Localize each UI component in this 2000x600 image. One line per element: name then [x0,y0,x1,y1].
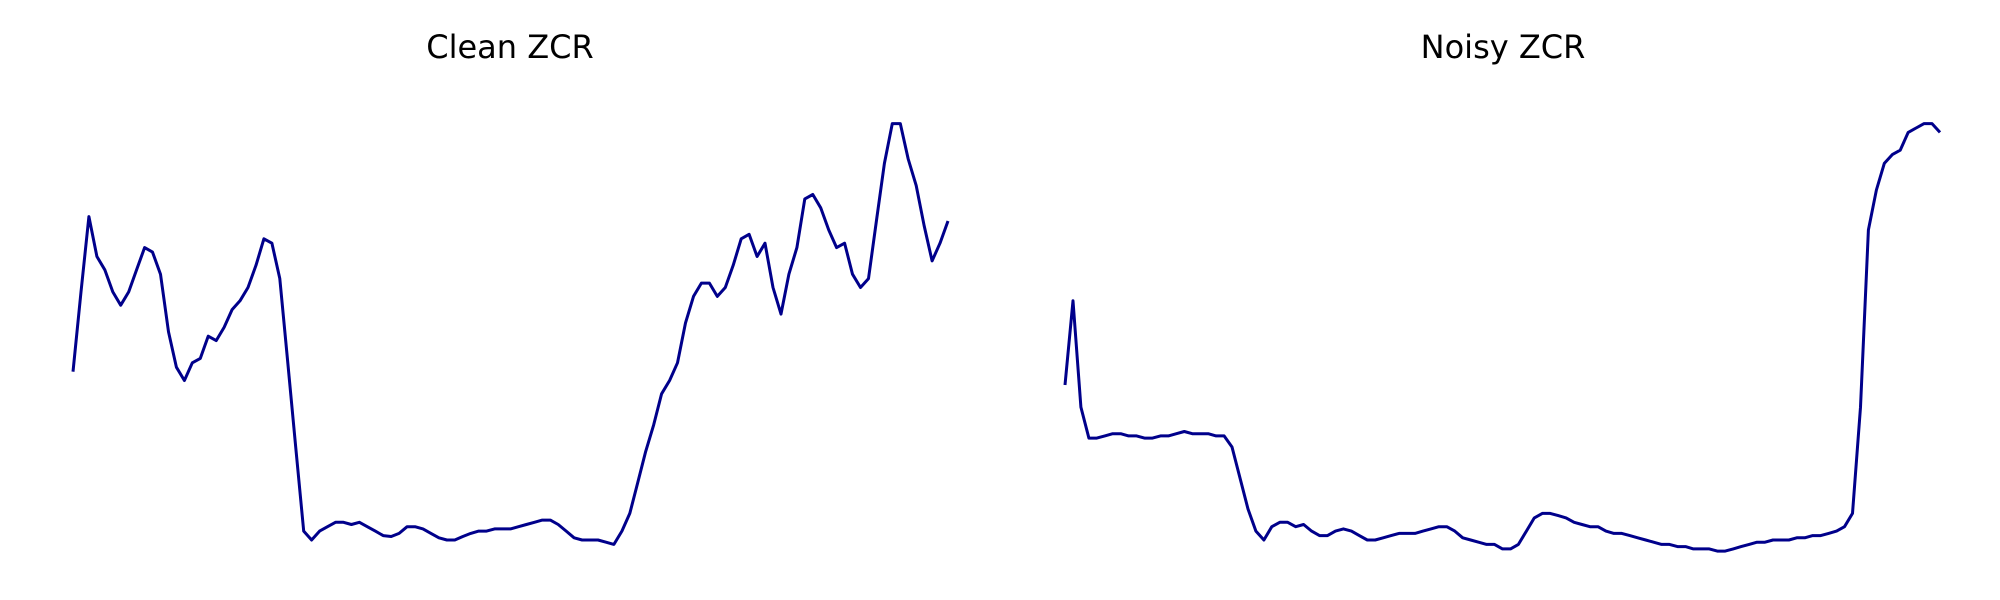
chart-title-noisy: Noisy ZCR [1421,28,1586,66]
plot-noisy-zcr [1063,122,1942,553]
plot-clean-zcr [71,122,950,546]
chart-title-clean: Clean ZCR [426,28,593,66]
zcr-line-noisy-series-0 [1063,122,1942,553]
zcr-line-clean-series-0 [71,122,950,546]
